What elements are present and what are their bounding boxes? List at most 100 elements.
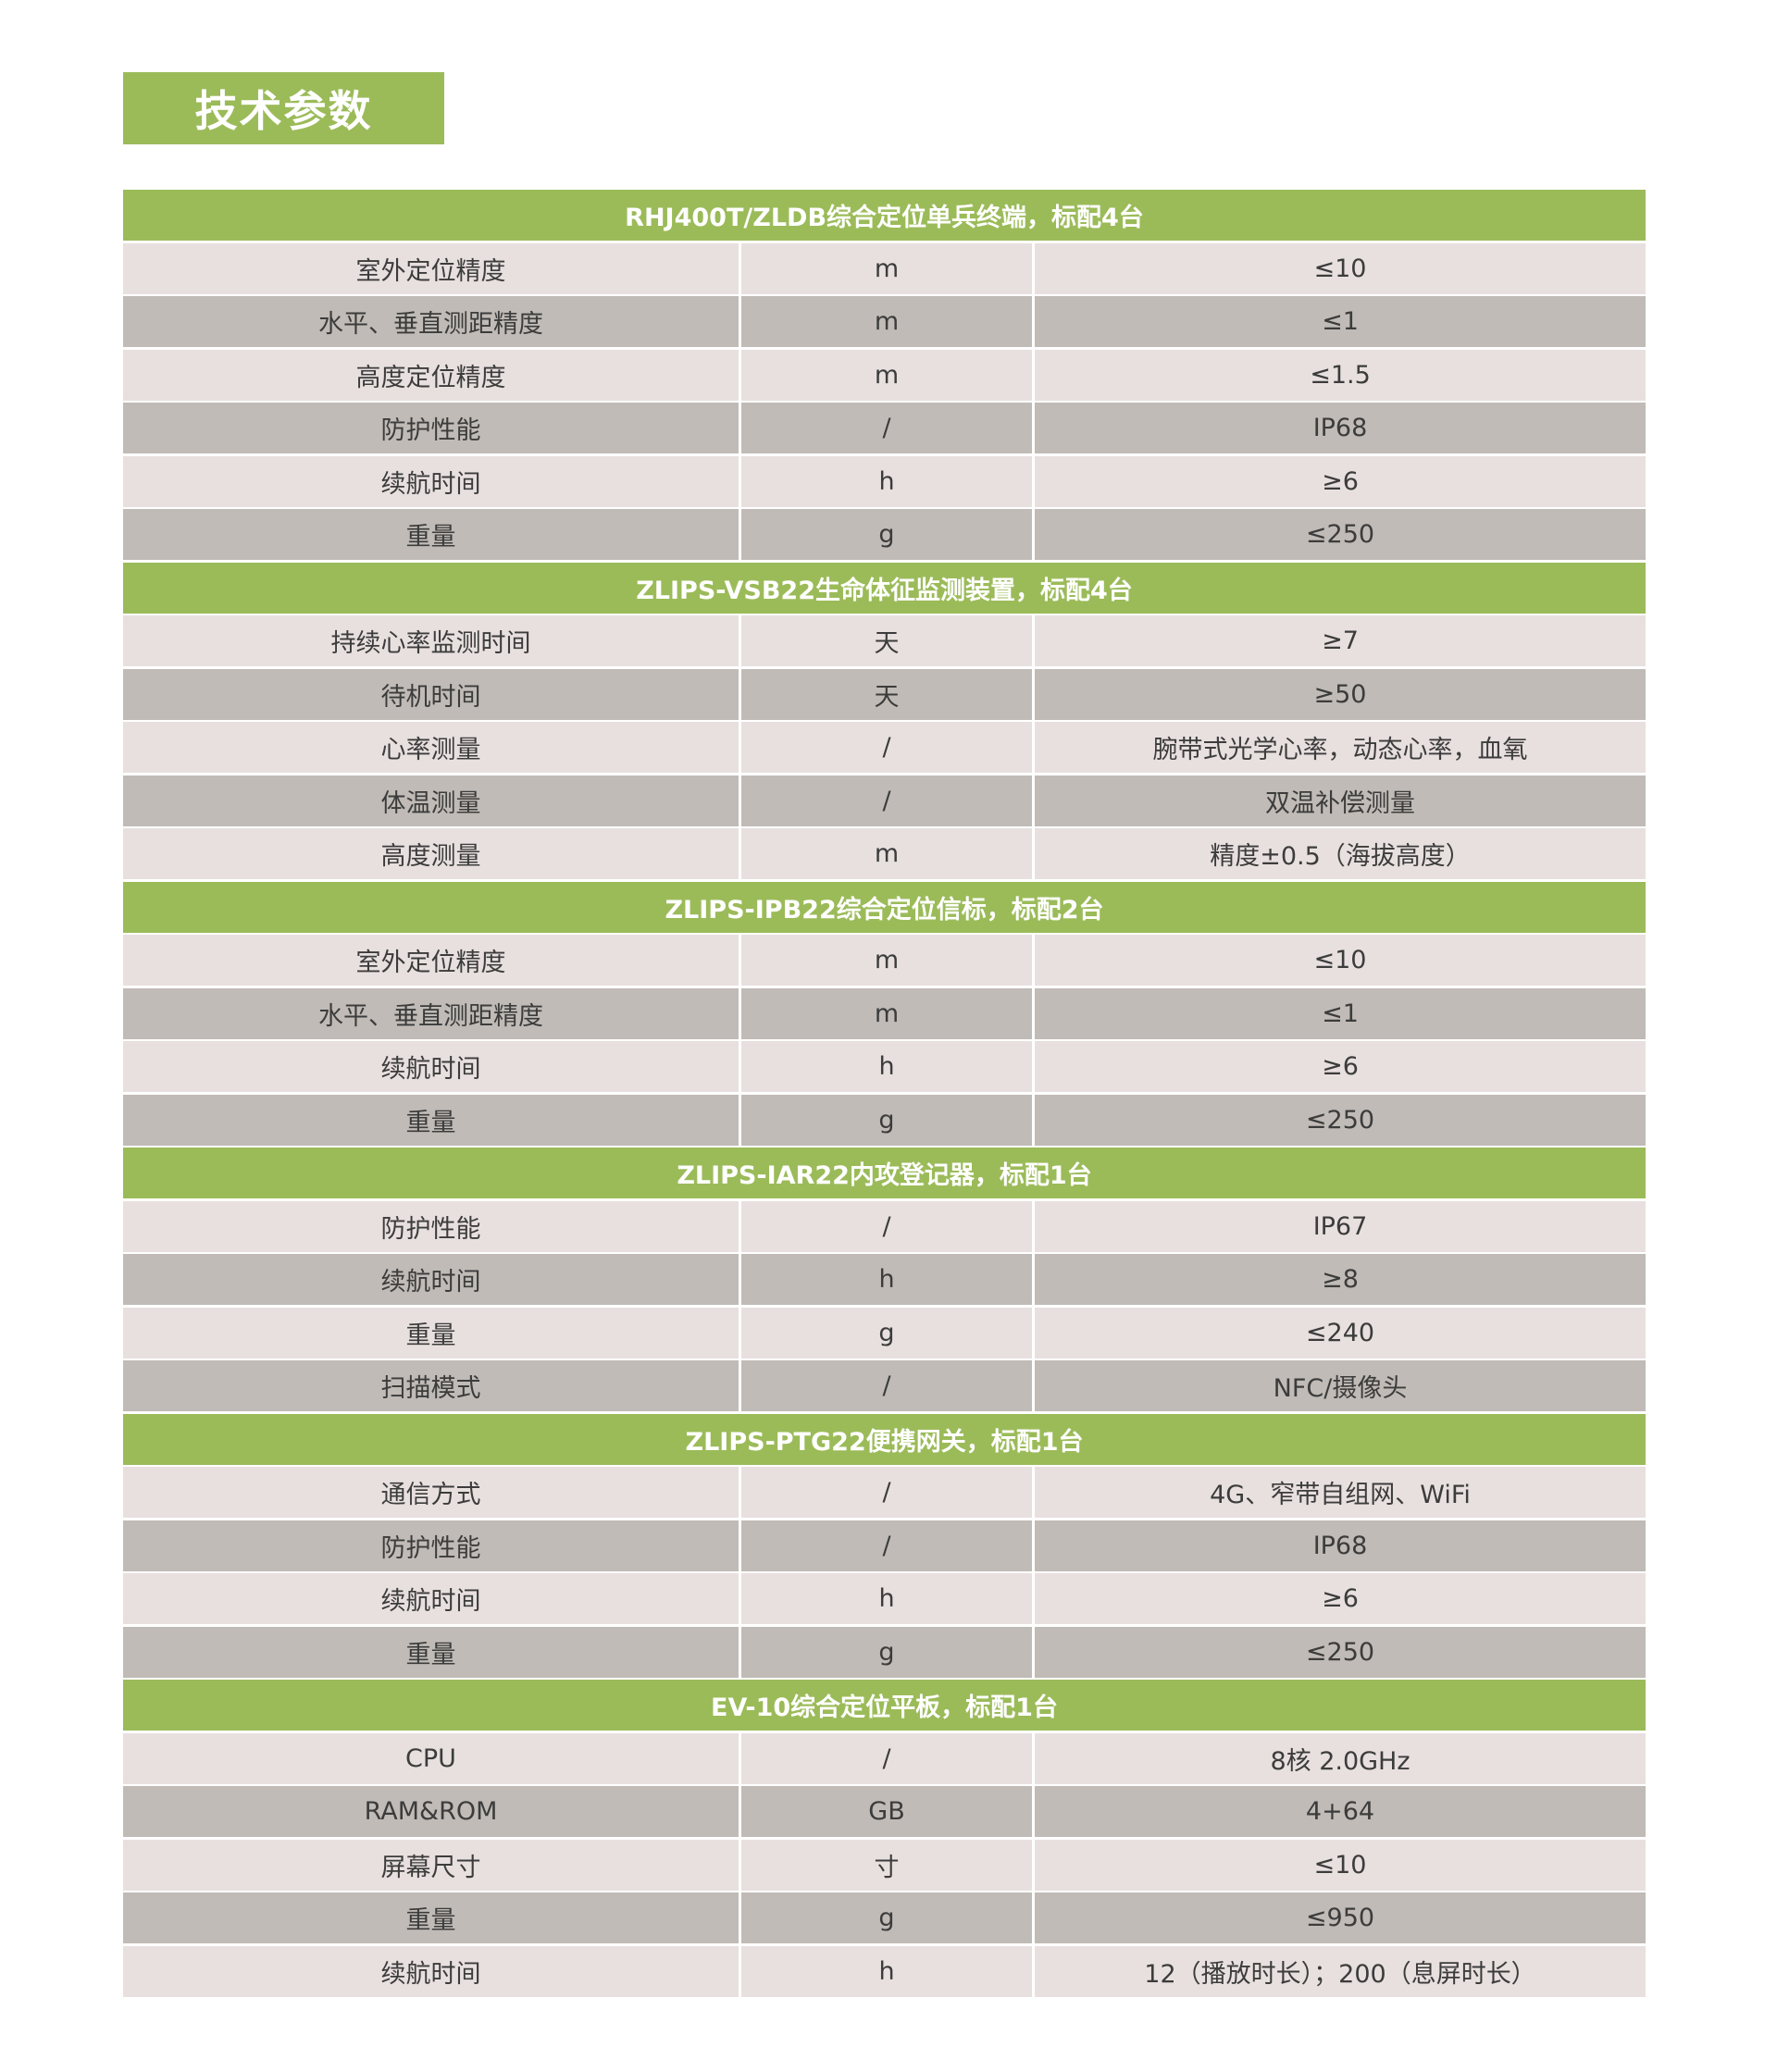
value-cell: IP68 <box>1035 403 1646 453</box>
parameter-name-cell: 续航时间 <box>123 1041 739 1092</box>
unit-cell: m <box>741 349 1032 401</box>
group-header: ZLIPS-IPB22综合定位信标，标配2台 <box>123 881 1646 933</box>
value-cell: 4G、窄带自组网、WiFi <box>1035 1467 1646 1518</box>
group-header: ZLIPS-IAR22内攻登记器，标配1台 <box>123 1148 1646 1198</box>
parameter-name-cell: 高度定位精度 <box>123 349 739 401</box>
table-row: RAM&ROM GB 4+64 <box>123 1786 1646 1837</box>
group-header: ZLIPS-VSB22生命体征监测装置，标配4台 <box>123 562 1646 614</box>
parameter-name-cell: 体温测量 <box>123 775 739 826</box>
unit-cell: g <box>741 509 1032 560</box>
table-row: 重量 g ≤250 <box>123 1094 1646 1146</box>
parameter-name-cell: 待机时间 <box>123 668 739 720</box>
table-row: 续航时间 h ≥6 <box>123 455 1646 507</box>
table-row: 室外定位精度 m ≤10 <box>123 935 1646 986</box>
table-row: 水平、垂直测距精度 m ≤1 <box>123 987 1646 1039</box>
unit-cell: g <box>741 1892 1032 1943</box>
value-cell: 腕带式光学心率，动态心率，血氧 <box>1035 722 1646 773</box>
unit-cell: 天 <box>741 615 1032 666</box>
unit-cell: / <box>741 1467 1032 1518</box>
table-row: 屏幕尺寸寸 ≤10 <box>123 1839 1646 1891</box>
parameter-name-cell: 室外定位精度 <box>123 935 739 986</box>
unit-cell: h <box>741 455 1032 507</box>
value-cell: ≥6 <box>1035 455 1646 507</box>
parameter-name-cell: 续航时间 <box>123 455 739 507</box>
parameter-name-cell: 高度测量 <box>123 828 739 879</box>
parameter-name-cell: 续航时间 <box>123 1573 739 1624</box>
table-row: 通信方式/4G、窄带自组网、WiFi <box>123 1467 1646 1518</box>
table-row: CPU/8核 2.0GHz <box>123 1732 1646 1784</box>
table-row: 防护性能 / IP67 <box>123 1200 1646 1252</box>
table-row: 高度定位精度 m ≤1.5 <box>123 349 1646 401</box>
unit-cell: / <box>741 1732 1032 1784</box>
unit-cell: GB <box>741 1786 1032 1837</box>
value-cell: ≤250 <box>1035 1094 1646 1146</box>
unit-cell: 寸 <box>741 1839 1032 1891</box>
table-row: 重量 g ≤240 <box>123 1307 1646 1359</box>
value-cell: ≥6 <box>1035 1573 1646 1624</box>
unit-cell: m <box>741 935 1032 986</box>
value-cell: 精度±0.5（海拔高度） <box>1035 828 1646 879</box>
table-row: 续航时间 h ≥6 <box>123 1041 1646 1092</box>
table-row: 重量 g ≤250 <box>123 1626 1646 1678</box>
section-title-box: 技术参数 <box>123 72 444 144</box>
unit-cell: h <box>741 1041 1032 1092</box>
parameter-name-cell: 重量 <box>123 1626 739 1678</box>
unit-cell: h <box>741 1254 1032 1305</box>
parameter-name-cell: 重量 <box>123 1892 739 1943</box>
table-row: 扫描模式 / NFC/摄像头 <box>123 1360 1646 1411</box>
parameter-name-cell: 防护性能 <box>123 1520 739 1571</box>
unit-cell: h <box>741 1573 1032 1624</box>
value-cell: ≥50 <box>1035 668 1646 720</box>
unit-cell: h <box>741 1945 1032 1997</box>
unit-cell: m <box>741 242 1032 294</box>
value-cell: ≤950 <box>1035 1892 1646 1943</box>
value-cell: ≥6 <box>1035 1041 1646 1092</box>
value-cell: ≤250 <box>1035 1626 1646 1678</box>
table-row: 体温测量 / 双温补偿测量 <box>123 775 1646 826</box>
unit-cell: / <box>741 1520 1032 1571</box>
table-row: 重量 g ≤250 <box>123 509 1646 560</box>
value-cell: 12（播放时长）；200（息屏时长） <box>1035 1945 1646 1997</box>
unit-cell: g <box>741 1626 1032 1678</box>
value-cell: ≤10 <box>1035 935 1646 986</box>
table-row: 重量 g ≤950 <box>123 1892 1646 1943</box>
unit-cell: / <box>741 722 1032 773</box>
value-cell: 8核 2.0GHz <box>1035 1732 1646 1784</box>
parameter-name-cell: 室外定位精度 <box>123 242 739 294</box>
unit-cell: / <box>741 1360 1032 1411</box>
table-row: 防护性能 / IP68 <box>123 403 1646 453</box>
table-row: 室外定位精度 m ≤10 <box>123 242 1646 294</box>
unit-cell: / <box>741 1200 1032 1252</box>
parameter-name-cell: 心率测量 <box>123 722 739 773</box>
table-row: 心率测量 / 腕带式光学心率，动态心率，血氧 <box>123 722 1646 773</box>
table-row: 续航时间 h 12（播放时长）；200（息屏时长） <box>123 1945 1646 1997</box>
table-row: 持续心率监测时间天 ≥7 <box>123 615 1646 666</box>
value-cell: ≥7 <box>1035 615 1646 666</box>
parameter-name-cell: 续航时间 <box>123 1945 739 1997</box>
parameter-name-cell: 水平、垂直测距精度 <box>123 987 739 1039</box>
unit-cell: g <box>741 1094 1032 1146</box>
value-cell: IP67 <box>1035 1200 1646 1252</box>
unit-cell: m <box>741 828 1032 879</box>
value-cell: NFC/摄像头 <box>1035 1360 1646 1411</box>
unit-cell: m <box>741 987 1032 1039</box>
unit-cell: m <box>741 296 1032 347</box>
group-header: ZLIPS-PTG22便携网关，标配1台 <box>123 1413 1646 1465</box>
value-cell: ≤1 <box>1035 296 1646 347</box>
value-cell: ≥8 <box>1035 1254 1646 1305</box>
parameter-name-cell: RAM&ROM <box>123 1786 739 1837</box>
value-cell: ≤1.5 <box>1035 349 1646 401</box>
parameter-name-cell: 重量 <box>123 1094 739 1146</box>
value-cell: IP68 <box>1035 1520 1646 1571</box>
parameter-name-cell: 防护性能 <box>123 403 739 453</box>
table-row: 续航时间 h ≥8 <box>123 1254 1646 1305</box>
unit-cell: / <box>741 403 1032 453</box>
unit-cell: g <box>741 1307 1032 1359</box>
table-row: 水平、垂直测距精度 m ≤1 <box>123 296 1646 347</box>
value-cell: ≤240 <box>1035 1307 1646 1359</box>
page-title: 技术参数 <box>194 86 373 136</box>
unit-cell: 天 <box>741 668 1032 720</box>
value-cell: ≤250 <box>1035 509 1646 560</box>
table-row: 防护性能 / IP68 <box>123 1520 1646 1571</box>
parameter-name-cell: 续航时间 <box>123 1254 739 1305</box>
